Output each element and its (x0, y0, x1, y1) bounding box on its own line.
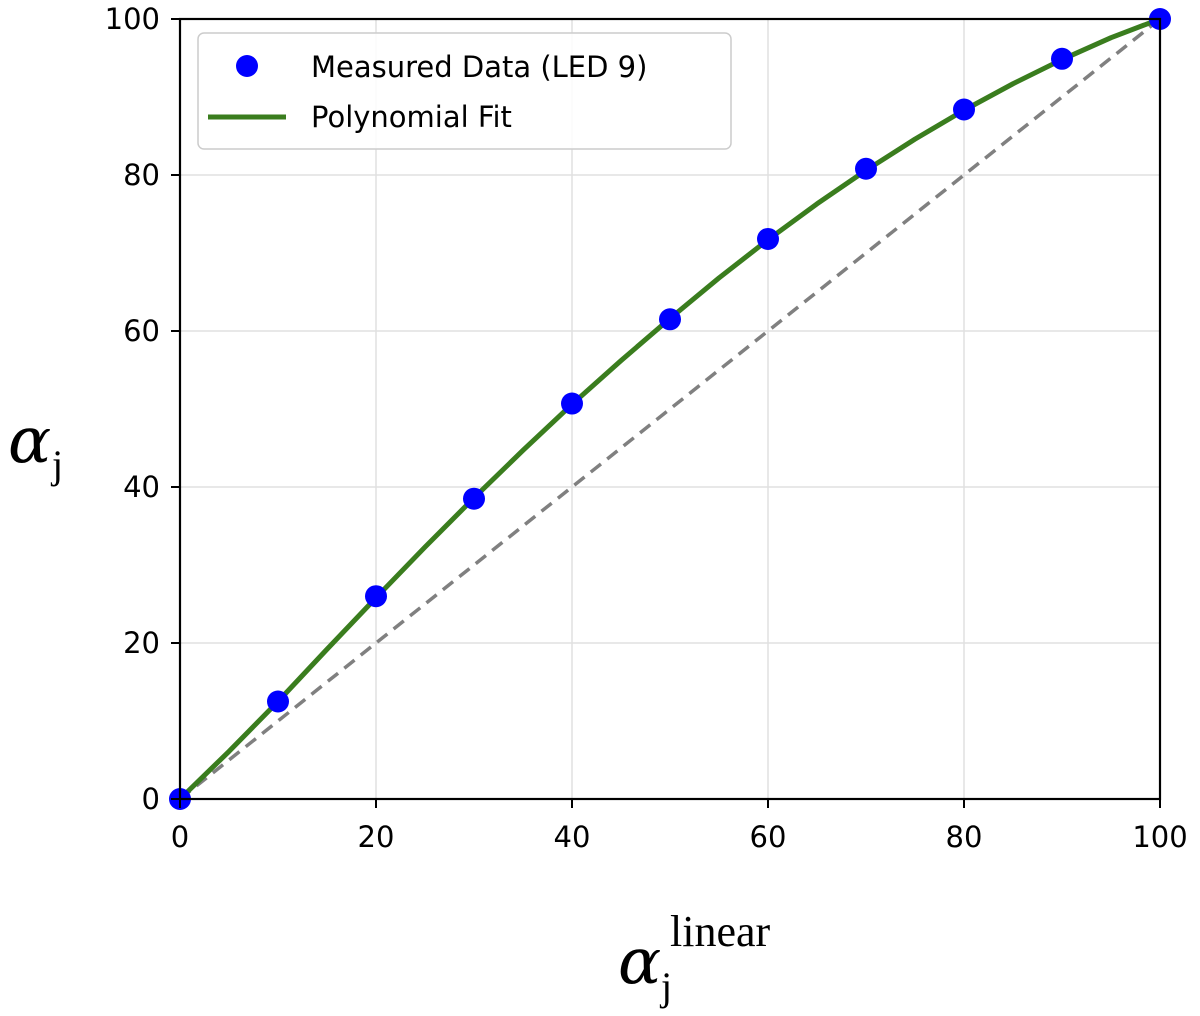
data-point (1051, 47, 1073, 70)
x-axis-label-symbol: α (618, 925, 661, 999)
x-tick-label: 80 (946, 820, 983, 854)
data-point (561, 392, 583, 415)
y-tick-label: 40 (123, 470, 160, 504)
x-tick-label: 60 (750, 820, 787, 854)
data-point (659, 308, 681, 331)
legend-box (197, 32, 732, 150)
data-point (757, 227, 779, 250)
data-points (169, 8, 1171, 810)
data-point (463, 487, 485, 510)
legend-marker-measured (236, 55, 258, 77)
data-point (365, 585, 387, 608)
y-tick-label: 60 (123, 314, 160, 348)
y-tick-label: 100 (105, 2, 160, 36)
data-point (953, 98, 975, 121)
legend: Measured Data (LED 9) Polynomial Fit (197, 32, 732, 150)
y-tick-label: 20 (123, 626, 160, 660)
x-axis-label: α j linear (618, 907, 771, 1009)
axis-ticks: 0 20 40 60 80 100 0 20 40 60 80 100 (105, 2, 1188, 854)
data-point (267, 690, 289, 713)
data-point (855, 157, 877, 180)
y-axis-label-symbol: α (8, 404, 51, 478)
x-tick-label: 20 (358, 820, 395, 854)
x-axis-label-superscript: linear (670, 907, 771, 956)
x-tick-label: 0 (171, 820, 189, 854)
legend-label-fit: Polynomial Fit (311, 100, 512, 134)
y-tick-label: 80 (123, 158, 160, 192)
y-axis-label: α j (8, 404, 63, 487)
x-axis-label-subscript: j (659, 964, 672, 1009)
plot-frame (178, 17, 1162, 801)
legend-label-measured: Measured Data (LED 9) (311, 50, 647, 84)
x-tick-label: 100 (1132, 820, 1187, 854)
x-tick-label: 40 (554, 820, 591, 854)
y-tick-label: 0 (142, 782, 160, 816)
y-axis-label-subscript: j (50, 442, 63, 487)
